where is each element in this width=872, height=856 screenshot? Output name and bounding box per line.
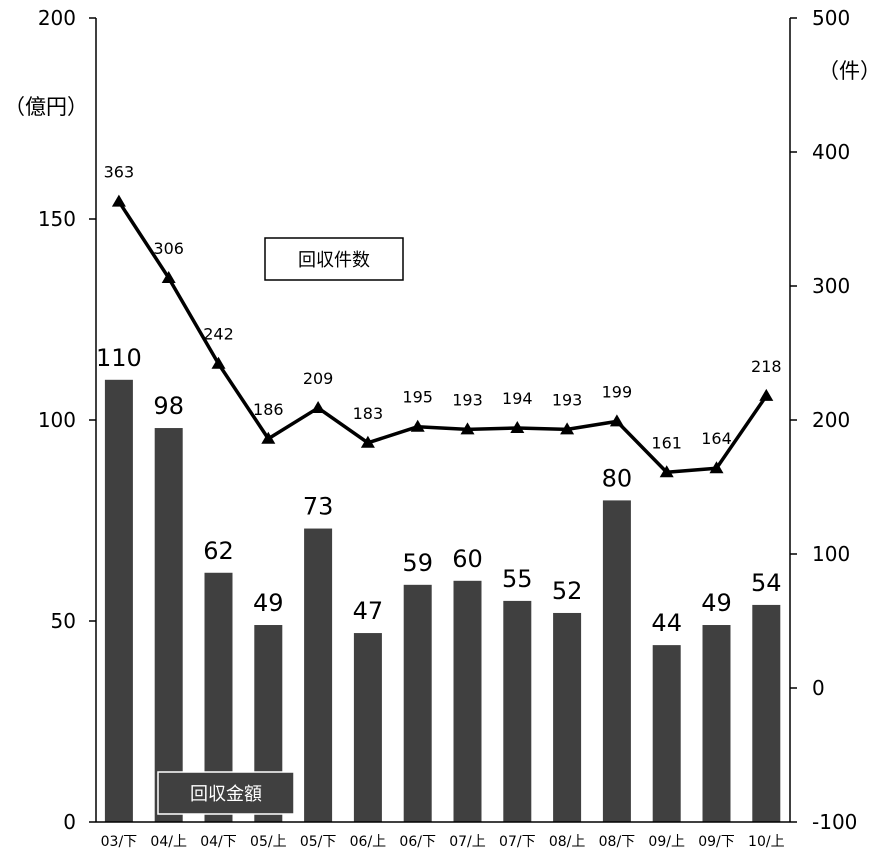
x-tick-label: 05/上 bbox=[250, 834, 287, 850]
right-axis-unit: （件） bbox=[818, 59, 872, 83]
count-value-label: 209 bbox=[303, 369, 334, 388]
left-tick-label: 0 bbox=[63, 810, 76, 834]
point-06/上 bbox=[360, 435, 375, 448]
x-tick-label: 08/下 bbox=[599, 834, 636, 850]
left-tick-label: 50 bbox=[51, 609, 76, 633]
bar-07/上 bbox=[453, 580, 482, 822]
right-tick-label: -100 bbox=[812, 810, 857, 834]
count-value-label: 194 bbox=[502, 389, 533, 408]
bar-value-label: 49 bbox=[253, 589, 284, 617]
point-09/上 bbox=[659, 465, 674, 478]
count-value-label: 186 bbox=[253, 400, 284, 419]
bar-value-label: 52 bbox=[552, 577, 583, 605]
left-axis-unit: （億円） bbox=[4, 95, 88, 119]
bar-08/上 bbox=[553, 612, 582, 822]
bar-value-label: 59 bbox=[402, 549, 433, 577]
point-07/上 bbox=[460, 422, 475, 435]
bar-07/下 bbox=[503, 600, 532, 822]
count-value-label: 164 bbox=[701, 429, 732, 448]
count-value-label: 193 bbox=[552, 390, 583, 409]
bar-09/下 bbox=[702, 625, 731, 822]
bar-value-label: 55 bbox=[502, 565, 533, 593]
bar-value-label: 98 bbox=[153, 392, 184, 420]
point-04/下 bbox=[211, 356, 226, 369]
bar-value-label: 54 bbox=[751, 569, 782, 597]
line-series bbox=[111, 194, 774, 478]
point-07/下 bbox=[510, 421, 525, 434]
count-value-label: 306 bbox=[153, 239, 184, 258]
legend-bar-label: 回収金額 bbox=[190, 784, 262, 805]
right-tick-label: 0 bbox=[812, 676, 825, 700]
x-tick-label: 04/下 bbox=[200, 834, 237, 850]
bar-value-label: 60 bbox=[452, 545, 483, 573]
bar-10/上 bbox=[752, 604, 781, 822]
count-value-label: 183 bbox=[353, 404, 384, 423]
count-value-label: 161 bbox=[651, 433, 682, 452]
left-tick-label: 200 bbox=[38, 6, 76, 30]
point-08/上 bbox=[560, 422, 575, 435]
bar-09/上 bbox=[652, 645, 681, 822]
x-tick-label: 08/上 bbox=[549, 834, 586, 850]
count-value-label: 193 bbox=[452, 390, 483, 409]
x-tick-label: 03/下 bbox=[101, 834, 138, 850]
bar-value-label: 47 bbox=[353, 597, 384, 625]
x-tick-label: 07/上 bbox=[449, 834, 486, 850]
point-05/下 bbox=[311, 400, 326, 413]
left-tick-label: 150 bbox=[38, 207, 76, 231]
count-value-label: 195 bbox=[402, 388, 433, 407]
point-08/下 bbox=[609, 414, 624, 427]
bar-03/下 bbox=[104, 379, 133, 822]
right-tick-label: 500 bbox=[812, 6, 850, 30]
axes: 0 50 100 150 200 -100 0 100 200 300 400 500 03/下 04/上… bbox=[4, 6, 872, 850]
right-tick-label: 400 bbox=[812, 140, 850, 164]
legend-line-label: 回収件数 bbox=[298, 250, 370, 271]
bar-value-label: 62 bbox=[203, 537, 234, 565]
legend-bar-box bbox=[157, 771, 295, 815]
point-03/下 bbox=[111, 194, 126, 207]
labels: 110 98 62 49 73 47 59 60 55 52 80 44 49 54 363 306 242 18… bbox=[96, 163, 782, 638]
count-value-label: 218 bbox=[751, 357, 782, 376]
legend-line-box bbox=[264, 237, 404, 281]
count-line bbox=[117, 200, 768, 475]
right-tick-label: 300 bbox=[812, 274, 850, 298]
point-10/上 bbox=[759, 388, 774, 401]
x-tick-label: 05/下 bbox=[300, 834, 337, 850]
point-06/下 bbox=[410, 419, 425, 432]
bar-value-label: 80 bbox=[602, 464, 633, 492]
x-tick-label: 09/上 bbox=[648, 834, 685, 850]
left-tick-label: 100 bbox=[38, 408, 76, 432]
count-value-label: 363 bbox=[104, 163, 135, 182]
x-tick-label: 06/上 bbox=[350, 834, 387, 850]
bar-08/下 bbox=[602, 500, 631, 822]
right-tick-label: 100 bbox=[812, 542, 850, 566]
bar-06/上 bbox=[353, 633, 382, 822]
x-tick-label: 09/下 bbox=[698, 834, 735, 850]
point-09/下 bbox=[709, 461, 724, 474]
point-05/上 bbox=[261, 431, 276, 444]
bar-06/下 bbox=[403, 584, 432, 822]
bar-series bbox=[104, 379, 781, 822]
point-04/上 bbox=[161, 270, 176, 283]
bar-value-label: 73 bbox=[303, 493, 334, 521]
bar-value-label: 44 bbox=[651, 609, 682, 637]
bar-value-label: 110 bbox=[96, 344, 142, 372]
count-value-label: 199 bbox=[602, 382, 633, 401]
bar-05/下 bbox=[304, 528, 333, 822]
bar-04/上 bbox=[154, 428, 183, 822]
x-tick-label: 06/下 bbox=[399, 834, 436, 850]
bar-value-label: 49 bbox=[701, 589, 732, 617]
x-tick-label: 10/上 bbox=[748, 834, 785, 850]
count-value-label: 242 bbox=[203, 325, 234, 344]
x-tick-label: 04/上 bbox=[150, 834, 187, 850]
x-tick-label: 07/下 bbox=[499, 834, 536, 850]
right-tick-label: 200 bbox=[812, 408, 850, 432]
